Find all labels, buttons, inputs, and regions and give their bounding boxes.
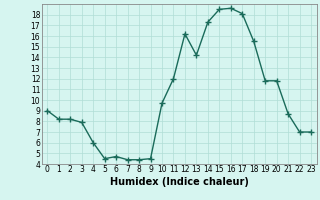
X-axis label: Humidex (Indice chaleur): Humidex (Indice chaleur) [110, 177, 249, 187]
